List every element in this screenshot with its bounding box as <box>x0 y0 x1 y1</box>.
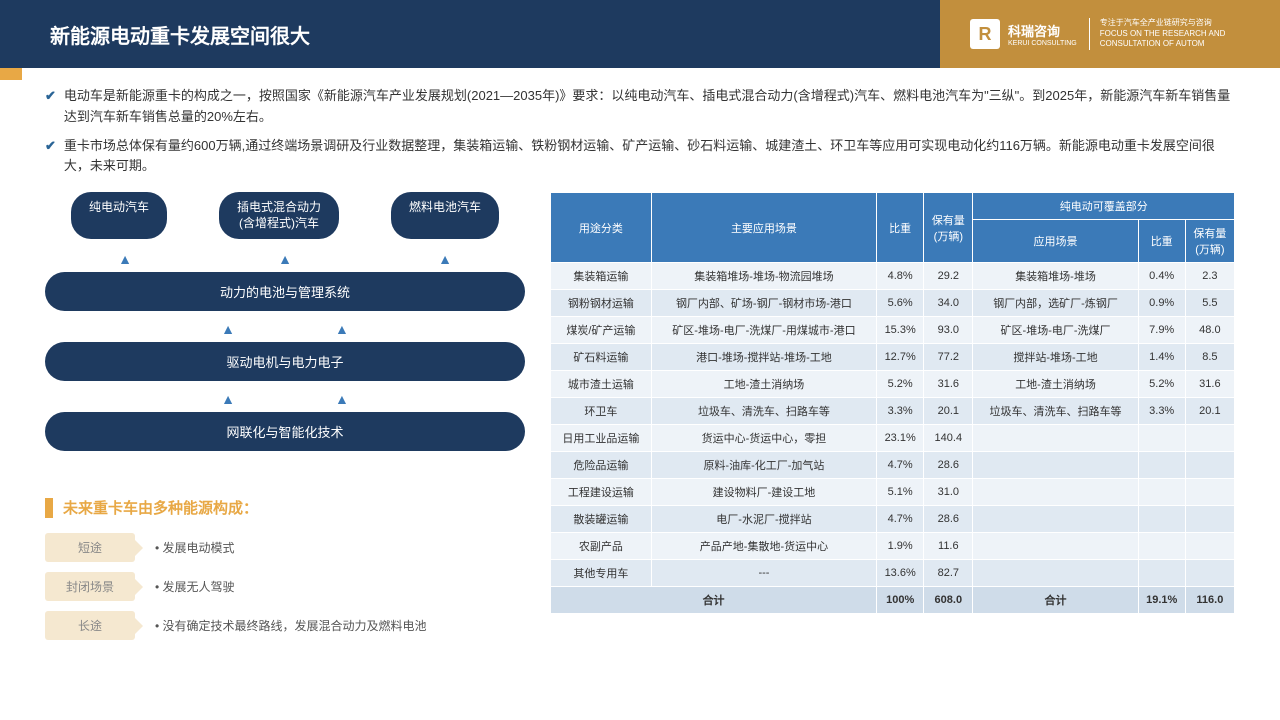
data-table: 用途分类 主要应用场景 比重 保有量 (万辆) 纯电动可覆盖部分 应用场景 比重… <box>550 192 1235 614</box>
table-row: 集装箱运输集装箱堆场-堆场-物流园堆场4.8%29.2集装箱堆场-堆场0.4%2… <box>551 263 1235 290</box>
architecture-diagram: 纯电动汽车 插电式混合动力 (含增程式)汽车 燃料电池汽车 ▲ ▲ ▲ 动力的电池与… <box>45 192 525 472</box>
table-row: 工程建设运输建设物料厂-建设工地5.1%31.0 <box>551 479 1235 506</box>
traits-list: 短途• 发展电动模式 封闭场景• 发展无人驾驶 长途• 没有确定技术最终路线，发… <box>45 533 525 640</box>
car-type-box: 燃料电池汽车 <box>391 192 499 239</box>
arrow-up-icon: ▲ <box>221 321 235 337</box>
arrow-up-icon: ▲ <box>221 391 235 407</box>
logo-tagline: 专注于汽车全产业链研究与咨询 FOCUS ON THE RESEARCH AND… <box>1089 18 1226 49</box>
trait-row: 短途• 发展电动模式 <box>45 533 525 562</box>
right-column: 用途分类 主要应用场景 比重 保有量 (万辆) 纯电动可覆盖部分 应用场景 比重… <box>550 192 1235 650</box>
table-row: 散装罐运输电厂-水泥厂-搅拌站4.7%28.6 <box>551 506 1235 533</box>
bullet-item: ✔重卡市场总体保有量约600万辆,通过终端场景调研及行业数据整理，集装箱运输、铁… <box>45 136 1235 178</box>
table-row: 煤炭/矿产运输矿区-堆场-电厂-洗煤厂-用煤城市-港口15.3%93.0矿区-堆… <box>551 317 1235 344</box>
table-row: 农副产品产品产地-集散地-货运中心1.9%11.6 <box>551 533 1235 560</box>
content: ✔电动车是新能源重卡的构成之一，按照国家《新能源汽车产业发展规划(2021—20… <box>0 68 1280 668</box>
trait-row: 封闭场景• 发展无人驾驶 <box>45 572 525 601</box>
arrow-up-icon: ▲ <box>438 251 452 267</box>
arrow-up-icon: ▲ <box>335 391 349 407</box>
arrow-up-icon: ▲ <box>118 251 132 267</box>
car-type-box: 纯电动汽车 <box>71 192 167 239</box>
layer-box: 动力的电池与管理系统 <box>45 272 525 311</box>
logo-text: 科瑞咨询 KERUI CONSULTING <box>1008 21 1077 47</box>
accent-bar <box>0 68 22 80</box>
left-column: 纯电动汽车 插电式混合动力 (含增程式)汽车 燃料电池汽车 ▲ ▲ ▲ 动力的电池与… <box>45 192 525 650</box>
table-total-row: 合计100%608.0合计19.1%116.0 <box>551 587 1235 614</box>
header-brand: R 科瑞咨询 KERUI CONSULTING 专注于汽车全产业链研究与咨询 F… <box>940 0 1280 68</box>
table-row: 其他专用车---13.6%82.7 <box>551 560 1235 587</box>
arrow-up-icon: ▲ <box>278 251 292 267</box>
arrow-up-icon: ▲ <box>335 321 349 337</box>
trait-row: 长途• 没有确定技术最终路线，发展混合动力及燃料电池 <box>45 611 525 640</box>
car-type-box: 插电式混合动力 (含增程式)汽车 <box>219 192 339 239</box>
table-row: 危险品运输原料-油库-化工厂-加气站4.7%28.6 <box>551 452 1235 479</box>
table-row: 矿石料运输港口-堆场-搅拌站-堆场-工地12.7%77.2搅拌站-堆场-工地1.… <box>551 344 1235 371</box>
table-row: 环卫车垃圾车、清洗车、扫路车等3.3%20.1垃圾车、清洗车、扫路车等3.3%2… <box>551 398 1235 425</box>
section-bar-icon <box>45 498 53 518</box>
check-icon: ✔ <box>45 86 56 128</box>
table-row: 日用工业品运输货运中心-货运中心，零担23.1%140.4 <box>551 425 1235 452</box>
bullet-list: ✔电动车是新能源重卡的构成之一，按照国家《新能源汽车产业发展规划(2021—20… <box>45 86 1235 177</box>
main-area: 纯电动汽车 插电式混合动力 (含增程式)汽车 燃料电池汽车 ▲ ▲ ▲ 动力的电池与… <box>45 192 1235 650</box>
layer-box: 网联化与智能化技术 <box>45 412 525 451</box>
check-icon: ✔ <box>45 136 56 178</box>
section-title: 未来重卡车由多种能源构成： <box>63 497 258 518</box>
bullet-item: ✔电动车是新能源重卡的构成之一，按照国家《新能源汽车产业发展规划(2021—20… <box>45 86 1235 128</box>
section-header: 未来重卡车由多种能源构成： <box>45 497 525 518</box>
table-row: 钢粉钢材运输钢厂内部、矿场-钢厂-钢材市场-港口5.6%34.0钢厂内部，选矿厂… <box>551 290 1235 317</box>
page-title: 新能源电动重卡发展空间很大 <box>50 20 310 49</box>
logo-icon: R <box>970 19 1000 49</box>
layer-box: 驱动电机与电力电子 <box>45 342 525 381</box>
header: 新能源电动重卡发展空间很大 R 科瑞咨询 KERUI CONSULTING 专注… <box>0 0 1280 68</box>
table-row: 城市渣土运输工地-渣土消纳场5.2%31.6工地-渣土消纳场5.2%31.6 <box>551 371 1235 398</box>
